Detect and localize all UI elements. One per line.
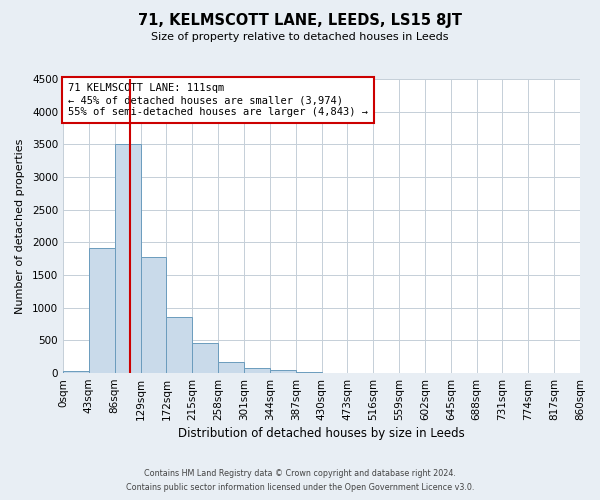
Text: Contains HM Land Registry data © Crown copyright and database right 2024.: Contains HM Land Registry data © Crown c… — [144, 468, 456, 477]
Text: 71 KELMSCOTT LANE: 111sqm
← 45% of detached houses are smaller (3,974)
55% of se: 71 KELMSCOTT LANE: 111sqm ← 45% of detac… — [68, 84, 368, 116]
Bar — [89, 248, 115, 373]
Text: Size of property relative to detached houses in Leeds: Size of property relative to detached ho… — [151, 32, 449, 42]
Bar — [63, 371, 89, 373]
Bar — [140, 258, 166, 373]
Bar — [115, 144, 140, 373]
X-axis label: Distribution of detached houses by size in Leeds: Distribution of detached houses by size … — [178, 427, 465, 440]
Y-axis label: Number of detached properties: Number of detached properties — [15, 138, 25, 314]
Bar — [166, 317, 192, 373]
Bar — [244, 368, 270, 373]
Text: Contains public sector information licensed under the Open Government Licence v3: Contains public sector information licen… — [126, 484, 474, 492]
Bar — [296, 372, 322, 373]
Bar — [218, 362, 244, 373]
Text: 71, KELMSCOTT LANE, LEEDS, LS15 8JT: 71, KELMSCOTT LANE, LEEDS, LS15 8JT — [138, 12, 462, 28]
Bar — [270, 370, 296, 373]
Bar — [192, 343, 218, 373]
